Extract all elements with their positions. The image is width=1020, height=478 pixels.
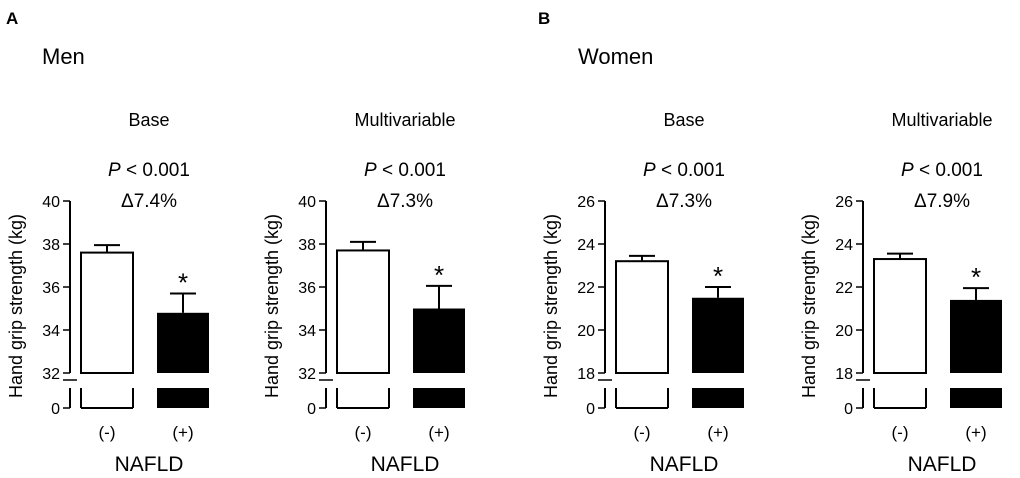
p-value: < 0.001 — [656, 160, 725, 181]
x-axis-label: NAFLD — [908, 453, 977, 476]
bar-nafld-negative — [615, 260, 669, 375]
panel-title: Multivariable — [354, 110, 455, 130]
y-tick-label: 18 — [577, 366, 595, 383]
p-value-label: P < 0.001 — [643, 160, 725, 181]
panel-letter-a: A — [6, 9, 18, 28]
bar-stub — [950, 388, 1002, 408]
p-value-label: P < 0.001 — [364, 160, 446, 181]
y-tick-label: 24 — [577, 237, 595, 254]
bar-nafld-positive — [413, 308, 465, 373]
p-value-label: P < 0.001 — [108, 160, 190, 181]
bar-stub — [692, 388, 744, 408]
y-axis-label: Hand grip strength (kg) — [799, 214, 819, 398]
y-tick-label: 34 — [298, 323, 316, 340]
group-title-men: Men — [42, 44, 85, 69]
panel-title: Base — [663, 110, 704, 130]
panel-letter-b: B — [538, 9, 550, 28]
delta-label: Δ7.4% — [121, 191, 177, 212]
y-tick-label: 36 — [298, 280, 316, 297]
y-axis-label: Hand grip strength (kg) — [6, 214, 26, 398]
bar-stub — [413, 388, 465, 408]
y-axis-label: Hand grip strength (kg) — [262, 214, 282, 398]
y-tick-label: 22 — [577, 280, 595, 297]
y-tick-label: 38 — [42, 237, 60, 254]
y-tick-label: 36 — [42, 280, 60, 297]
x-category-label: (+) — [428, 423, 449, 442]
x-category-label: (-) — [355, 423, 372, 442]
y-axis-label: Hand grip strength (kg) — [541, 214, 561, 398]
y-tick-label: 40 — [298, 194, 316, 211]
y-tick-label: 26 — [835, 194, 853, 211]
x-axis-label: NAFLD — [371, 453, 440, 476]
bar-nafld-negative — [80, 251, 134, 375]
delta-label: Δ7.3% — [656, 191, 712, 212]
chart-women-multivariable: Multivariable P < 0.001 Δ7.9% Hand grip str… — [799, 110, 1002, 476]
x-category-label: (+) — [965, 423, 986, 442]
p-value: < 0.001 — [914, 160, 983, 181]
y-tick-label: 0 — [586, 401, 595, 418]
y-tick-label: 0 — [51, 401, 60, 418]
y-tick-label: 0 — [307, 401, 316, 418]
x-axis-label: NAFLD — [115, 453, 184, 476]
p-symbol: P — [643, 160, 656, 181]
bar-nafld-negative — [873, 258, 927, 374]
y-tick-label: 20 — [577, 323, 595, 340]
bar-stub — [157, 388, 209, 408]
y-tick-label: 20 — [835, 323, 853, 340]
bar-nafld-positive — [692, 297, 744, 373]
p-value: < 0.001 — [377, 160, 446, 181]
p-symbol: P — [364, 160, 377, 181]
panel-title: Multivariable — [891, 110, 992, 130]
y-tick-label: 22 — [835, 280, 853, 297]
significance-star: * — [178, 267, 188, 297]
y-tick-label: 40 — [42, 194, 60, 211]
x-category-label: (-) — [99, 423, 116, 442]
group-title-women: Women — [578, 44, 653, 69]
p-value: < 0.001 — [121, 160, 190, 181]
x-category-label: (-) — [892, 423, 909, 442]
panel-title: Base — [128, 110, 169, 130]
p-symbol: P — [108, 160, 121, 181]
bar-nafld-negative — [336, 249, 390, 374]
x-category-label: (+) — [172, 423, 193, 442]
chart-women-base: Base P < 0.001 Δ7.3% Hand grip strength (kg… — [541, 110, 744, 476]
y-tick-label: 18 — [835, 366, 853, 383]
y-tick-label: 38 — [298, 237, 316, 254]
bar-nafld-positive — [950, 299, 1002, 373]
x-category-label: (+) — [707, 423, 728, 442]
chart-men-multivariable: Multivariable P < 0.001 Δ7.3% Hand grip str… — [262, 110, 465, 476]
delta-label: Δ7.3% — [377, 191, 433, 212]
x-category-label: (-) — [634, 423, 651, 442]
bar-nafld-positive — [157, 312, 209, 373]
y-tick-label: 24 — [835, 237, 853, 254]
y-tick-label: 26 — [577, 194, 595, 211]
chart-men-base: Base P < 0.001 Δ7.4% Hand grip strength (kg… — [6, 110, 209, 476]
y-tick-label: 34 — [42, 323, 60, 340]
significance-star: * — [713, 261, 723, 291]
significance-star: * — [434, 260, 444, 290]
significance-star: * — [971, 262, 981, 292]
y-tick-label: 0 — [844, 401, 853, 418]
x-axis-label: NAFLD — [650, 453, 719, 476]
y-tick-label: 32 — [42, 366, 60, 383]
p-symbol: P — [901, 160, 914, 181]
p-value-label: P < 0.001 — [901, 160, 983, 181]
y-tick-label: 32 — [298, 366, 316, 383]
delta-label: Δ7.9% — [914, 191, 970, 212]
